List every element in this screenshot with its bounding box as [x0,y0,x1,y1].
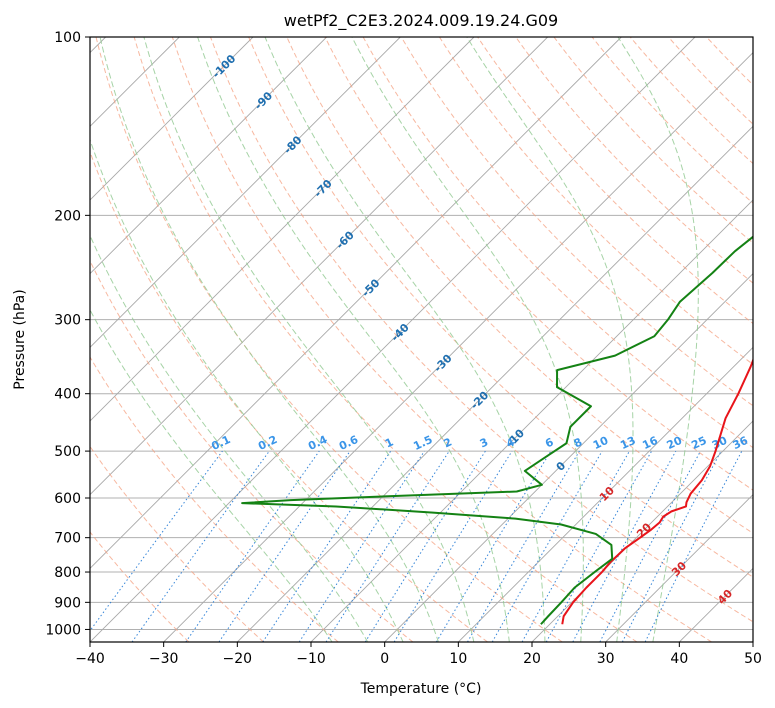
mixing-ratio-line [131,450,270,642]
plot-frame [89,36,754,643]
x-tick-label: 20 [523,651,541,667]
mixing-ratio-label: 36 [731,434,751,452]
dry-adiabats [90,37,753,642]
x-tick-label: −40 [75,651,105,667]
y-tick-label: 700 [54,531,81,547]
mixing-ratio-line [393,450,513,642]
sounding-profiles [241,235,753,625]
dry-adiabat-line [248,37,753,578]
dry-adiabat-line [90,150,488,642]
y-tick-label: 500 [54,444,81,460]
dry-adiabat-line [90,445,264,642]
mixing-ratio-line [298,450,425,642]
y-tick-label: 100 [54,30,81,46]
y-tick-label: 300 [54,313,81,329]
isotherm-line [90,37,401,348]
dry-adiabat-line [171,37,712,642]
moist-adiabat-line [99,37,439,642]
isotherm-line [531,420,753,642]
x-tick-label: −30 [149,651,179,667]
mixing-ratio-lines [90,450,743,642]
dry-adiabat-line [400,37,753,407]
y-tick-label: 900 [54,595,81,611]
mixing-ratio-label: 20 [665,434,685,452]
mixing-ratio-line [218,450,351,642]
mixing-ratio-line [262,450,392,642]
isotherm-line [458,346,753,642]
x-axis-label: Temperature (°C) [360,681,482,697]
mixing-ratio-line [572,450,677,642]
x-tick-label: −20 [223,651,253,667]
x-axis-ticks: −40 −30 −20 −10 0 10 20 30 40 50 [75,642,762,667]
mixing-ratio-label: 16 [640,434,660,452]
mixing-ratio-line [521,450,630,642]
y-axis-label: Pressure (hPa) [12,289,28,389]
moist-adiabat-line [617,37,699,642]
dry-adiabat-line [324,37,753,491]
dry-adiabat-line [90,356,339,642]
isotherm-line [163,52,753,642]
isotherm-line [90,37,696,642]
mixing-ratio-line [185,450,320,642]
skewed-isotherms [90,37,753,642]
moist-adiabat-line [143,37,475,642]
x-tick-label: 50 [744,651,762,667]
moist-adiabat-line [351,37,584,642]
mixing-ratio-line [545,450,653,642]
y-tick-label: 400 [54,387,81,403]
dry-adiabat-line [515,37,753,284]
temperature-profile-line [561,357,753,625]
moist-adiabat-line [90,234,369,642]
x-tick-label: 30 [597,651,615,667]
y-tick-label: 1000 [45,622,81,638]
moist-adiabat-line [264,37,546,642]
mixing-ratio-label: 25 [689,434,708,452]
mixing-ratio-label: 13 [618,434,637,452]
isotherm-line [384,273,753,642]
dry-adiabat-line [95,37,563,642]
isotherm-line [90,37,475,422]
moist-adiabat-line [197,37,510,642]
isotherm-line [90,37,327,275]
mixing-ratio-label: 10 [591,434,611,452]
dry-adiabat-line [210,37,753,623]
moist-adiabats [90,37,699,642]
dry-adiabat-line [90,531,190,642]
y-axis-ticks: 100 200 300 400 500 600 700 800 900 1000 [45,30,90,638]
moist-adiabat-line [90,138,404,642]
moist-adiabat-line [466,37,634,642]
plot-area [90,37,753,642]
x-tick-label: −10 [296,651,326,667]
dry-adiabat-line [439,37,753,366]
mixing-ratio-line [90,450,223,632]
isotherm-line [90,37,622,569]
x-tick-label: 0 [380,651,389,667]
x-tick-label: 40 [670,651,688,667]
isotherm-line [90,37,548,496]
dewpoint-profile-line [241,235,753,625]
isotherm-line [605,494,753,642]
mixing-ratio-line [644,450,743,642]
mixing-ratio-line [325,450,450,642]
isotherm-line [90,37,254,201]
y-tick-label: 800 [54,565,81,581]
isotherm-line [237,125,753,642]
x-tick-label: 10 [449,651,467,667]
dry-adiabat-line [90,259,414,642]
y-tick-label: 600 [54,491,81,507]
chart-title: wetPf2_C2E3.2024.009.19.24.G09 [284,11,558,31]
mixing-ratio-label: 30 [710,434,730,452]
y-tick-label: 200 [54,208,81,224]
